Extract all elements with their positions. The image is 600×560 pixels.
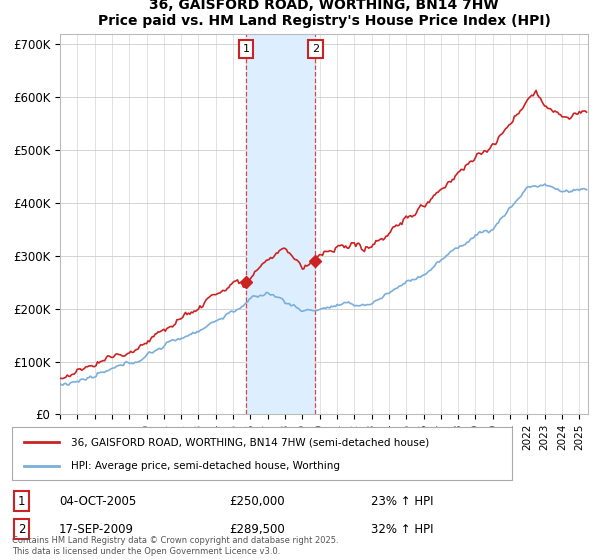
Text: £250,000: £250,000 xyxy=(229,494,285,508)
Text: 23% ↑ HPI: 23% ↑ HPI xyxy=(371,494,433,508)
Text: 2: 2 xyxy=(312,44,319,54)
FancyBboxPatch shape xyxy=(12,427,512,480)
Text: 32% ↑ HPI: 32% ↑ HPI xyxy=(371,522,433,536)
Text: 2: 2 xyxy=(18,522,25,536)
Text: Contains HM Land Registry data © Crown copyright and database right 2025.
This d: Contains HM Land Registry data © Crown c… xyxy=(12,536,338,556)
Text: 1: 1 xyxy=(242,44,250,54)
Text: 1: 1 xyxy=(18,494,25,508)
Bar xyxy=(246,34,316,414)
Text: HPI: Average price, semi-detached house, Worthing: HPI: Average price, semi-detached house,… xyxy=(71,461,340,471)
Text: 04-OCT-2005: 04-OCT-2005 xyxy=(59,494,136,508)
Text: 36, GAISFORD ROAD, WORTHING, BN14 7HW (semi-detached house): 36, GAISFORD ROAD, WORTHING, BN14 7HW (s… xyxy=(71,437,429,447)
Text: 17-SEP-2009: 17-SEP-2009 xyxy=(59,522,134,536)
Text: £289,500: £289,500 xyxy=(229,522,285,536)
Title: 36, GAISFORD ROAD, WORTHING, BN14 7HW
Price paid vs. HM Land Registry's House Pr: 36, GAISFORD ROAD, WORTHING, BN14 7HW Pr… xyxy=(98,0,550,28)
